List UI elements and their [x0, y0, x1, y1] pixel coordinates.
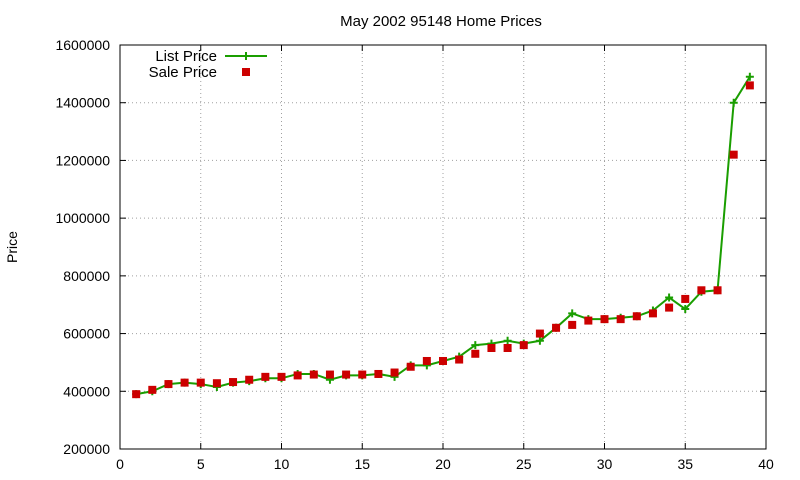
sale-price-point — [277, 372, 286, 381]
sale-price-point — [325, 370, 334, 379]
x-tick-label: 15 — [354, 456, 370, 472]
sale-price-point — [616, 315, 625, 324]
list-price-point — [729, 98, 738, 107]
x-tick-label: 35 — [677, 456, 693, 472]
sale-price-point — [390, 368, 399, 377]
sale-price-point — [309, 370, 318, 379]
x-tick-label: 0 — [116, 456, 124, 472]
list-price-point — [471, 341, 480, 350]
sale-price-point — [503, 344, 512, 352]
sale-price-point — [568, 320, 577, 329]
sale-price-point — [665, 303, 674, 312]
list-price-point — [745, 72, 754, 81]
y-axis-label: Price — [4, 231, 20, 263]
list-price-point — [535, 336, 544, 345]
x-tick-label: 20 — [435, 456, 451, 472]
legend-label: List Price — [155, 48, 217, 65]
sale-price-point — [632, 312, 641, 321]
sale-price-point — [148, 385, 157, 394]
sale-price-point — [471, 349, 480, 358]
sale-price-point — [212, 379, 221, 388]
sale-price-point — [552, 323, 561, 332]
sale-price-point — [261, 372, 270, 381]
sale-price-point — [487, 344, 496, 352]
axis-tick-labels: 0 5 10 15 20 25 30 35 40 200000 400000 600000 800000… — [55, 37, 774, 472]
sale-price-point — [180, 378, 189, 387]
y-tick-label: 600000 — [63, 326, 110, 342]
x-tick-label: 30 — [597, 456, 613, 472]
sale-price-point — [697, 286, 706, 295]
sale-price-point — [439, 356, 447, 365]
x-tick-label: 5 — [197, 456, 205, 472]
sale-price-point — [293, 371, 302, 380]
list-price-point — [568, 309, 577, 318]
y-tick-label: 1400000 — [55, 95, 110, 111]
sale-price-point — [455, 355, 464, 364]
legend-square-marker — [242, 68, 250, 76]
y-tick-label: 800000 — [63, 268, 110, 284]
sale-price-point — [729, 150, 738, 159]
sale-price-point — [132, 390, 141, 399]
sale-price-point — [648, 309, 657, 318]
list-price-point — [503, 336, 512, 345]
data-series — [132, 72, 754, 399]
legend-plus-marker — [242, 52, 250, 60]
y-tick-label: 1000000 — [55, 210, 110, 226]
legend-label: Sale Price — [149, 64, 217, 81]
list-price-point — [665, 293, 674, 302]
sale-price-point — [245, 375, 254, 384]
series-sale-price — [132, 81, 754, 399]
chart-title: May 2002 95148 Home Prices — [340, 13, 542, 30]
sale-price-point — [374, 369, 383, 378]
x-tick-label: 25 — [516, 456, 532, 472]
y-tick-label: 1200000 — [55, 152, 110, 168]
list-price-point — [681, 305, 690, 314]
sale-price-point — [535, 329, 544, 338]
x-tick-label: 10 — [274, 456, 290, 472]
sale-price-point — [584, 316, 593, 325]
sale-price-point — [164, 380, 173, 389]
sale-price-point — [681, 294, 690, 303]
sale-price-point — [600, 315, 609, 324]
y-tick-label: 1600000 — [55, 37, 110, 53]
sale-price-point — [358, 370, 367, 379]
sale-price-point — [342, 370, 351, 379]
sale-price-point — [745, 81, 754, 90]
sale-price-point — [713, 286, 722, 295]
sale-price-point — [519, 341, 528, 350]
sale-price-point — [422, 356, 431, 365]
axis-ticks — [119, 44, 767, 450]
sale-price-point — [196, 378, 205, 387]
sale-price-point — [406, 362, 415, 371]
y-tick-label: 200000 — [63, 441, 110, 457]
x-tick-label: 40 — [758, 456, 774, 472]
y-tick-label: 400000 — [63, 383, 110, 399]
sale-price-point — [229, 378, 238, 387]
